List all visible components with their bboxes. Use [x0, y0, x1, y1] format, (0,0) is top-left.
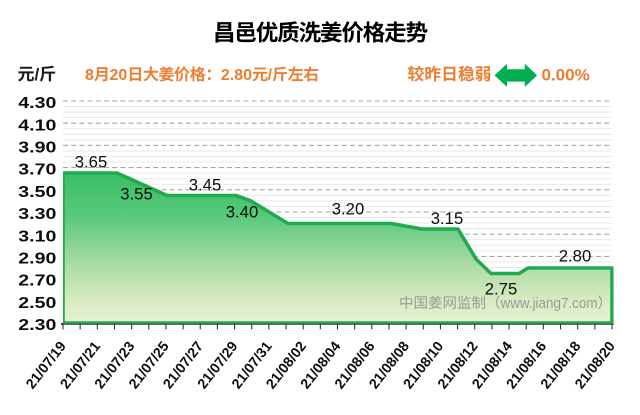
- svg-text:3.70: 3.70: [18, 162, 56, 179]
- svg-text:2.50: 2.50: [18, 295, 56, 312]
- svg-text:3.65: 3.65: [75, 154, 108, 172]
- svg-text:3.90: 3.90: [18, 140, 56, 157]
- svg-text:2.80: 2.80: [559, 248, 592, 266]
- svg-text:2.30: 2.30: [18, 317, 56, 334]
- svg-text:3.15: 3.15: [431, 210, 464, 228]
- svg-text:3.10: 3.10: [18, 228, 56, 245]
- svg-text:3.40: 3.40: [226, 204, 259, 222]
- svg-text:0.00%: 0.00%: [542, 66, 590, 85]
- svg-text:3.55: 3.55: [120, 186, 153, 204]
- svg-text:2.75: 2.75: [485, 281, 518, 299]
- svg-text:3.20: 3.20: [332, 201, 365, 219]
- svg-text:2.70: 2.70: [18, 273, 56, 290]
- svg-text:2.90: 2.90: [18, 251, 56, 268]
- svg-text:4.10: 4.10: [18, 117, 56, 134]
- svg-text:20: 20: [110, 67, 128, 84]
- svg-text:/: /: [35, 65, 40, 84]
- svg-text:2.80: 2.80: [221, 67, 252, 84]
- svg-text:4.30: 4.30: [18, 95, 56, 112]
- svg-text:8: 8: [85, 67, 94, 84]
- svg-text:3.30: 3.30: [18, 206, 56, 223]
- svg-text:/: /: [268, 67, 273, 84]
- svg-text:3.45: 3.45: [189, 177, 222, 195]
- svg-text:www.jiang7.com: www.jiang7.com: [500, 296, 598, 312]
- svg-text:3.50: 3.50: [18, 184, 56, 201]
